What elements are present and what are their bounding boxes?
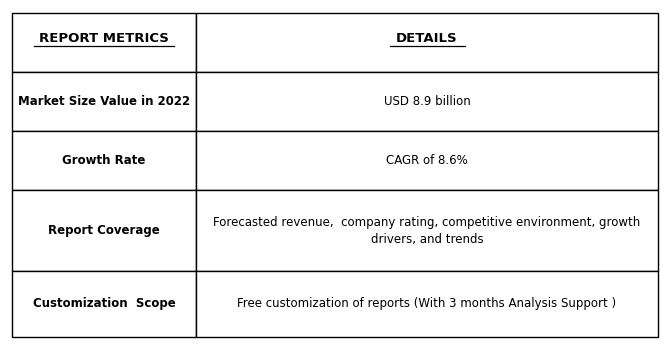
Bar	[12, 72, 196, 131]
Text: DETAILS: DETAILS	[396, 32, 458, 45]
Text: Free customization of reports (With 3 months Analysis Support ): Free customization of reports (With 3 mo…	[237, 298, 616, 310]
Text: Growth Rate: Growth Rate	[62, 154, 146, 167]
Bar	[196, 190, 658, 271]
Text: REPORT METRICS: REPORT METRICS	[39, 32, 169, 45]
Text: Report Coverage: Report Coverage	[48, 224, 160, 237]
Text: USD 8.9 billion: USD 8.9 billion	[384, 95, 470, 108]
Text: CAGR of 8.6%: CAGR of 8.6%	[386, 154, 468, 167]
Bar	[196, 13, 658, 72]
Bar	[12, 190, 196, 271]
Bar	[196, 271, 658, 337]
Text: Customization  Scope: Customization Scope	[33, 298, 176, 310]
Text: Forecasted revenue,  company rating, competitive environment, growth
drivers, an: Forecasted revenue, company rating, comp…	[214, 216, 641, 246]
Bar	[12, 13, 196, 72]
Bar	[196, 72, 658, 131]
Text: Market Size Value in 2022: Market Size Value in 2022	[18, 95, 190, 108]
Bar	[12, 271, 196, 337]
Bar	[196, 131, 658, 190]
Bar	[12, 131, 196, 190]
